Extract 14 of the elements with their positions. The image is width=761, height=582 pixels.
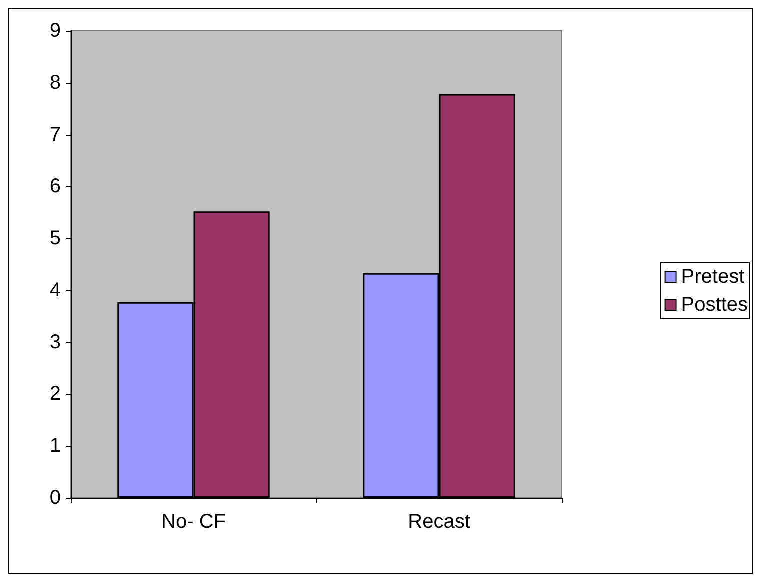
y-tick-label: 0 (50, 487, 61, 509)
y-tick-label: 7 (50, 124, 61, 146)
y-tick-label: 4 (50, 279, 61, 302)
legend-label: Posttes (681, 294, 748, 316)
y-tick-label: 2 (50, 383, 61, 406)
y-tick-label: 8 (50, 72, 61, 94)
y-tick-label: 9 (50, 20, 61, 42)
y-tick-label: 3 (50, 331, 61, 354)
x-tick-label: Recast (408, 511, 471, 533)
y-tick-label: 5 (50, 228, 61, 250)
y-tick-label: 1 (50, 435, 61, 458)
y-tick-label: 6 (50, 176, 61, 198)
legend-label: Pretest (681, 266, 746, 288)
x-tick-label: No- CF (162, 511, 226, 533)
